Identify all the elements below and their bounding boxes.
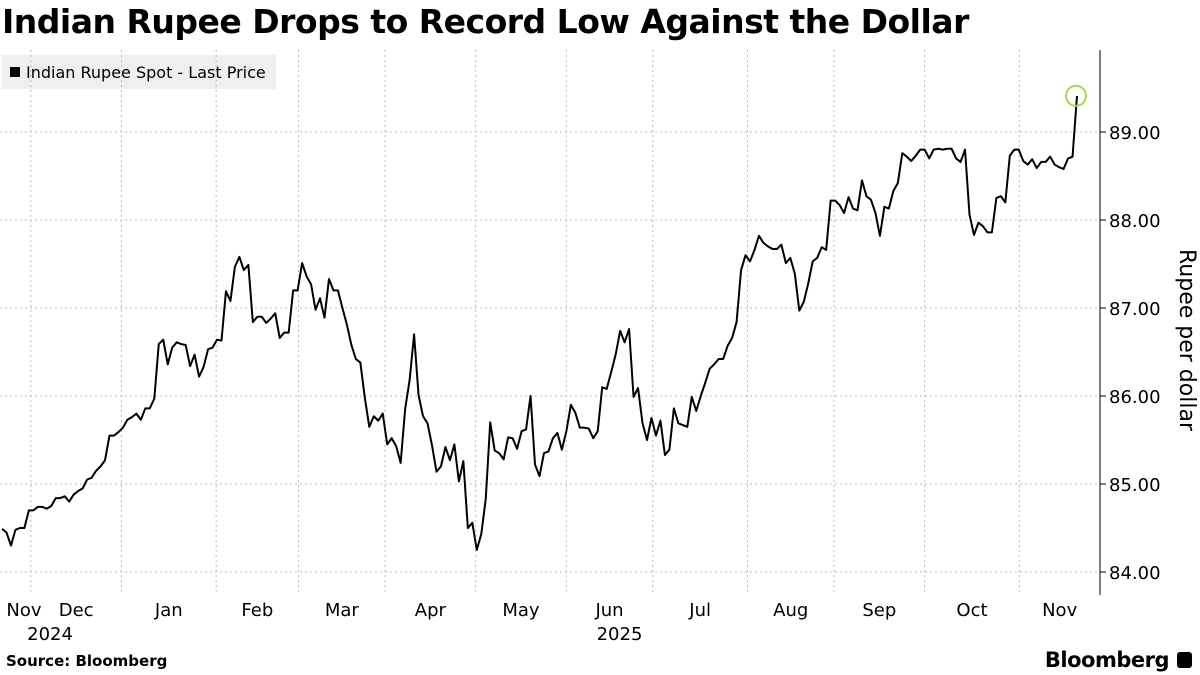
x-tick-label: Aug (773, 600, 808, 621)
legend-label: Indian Rupee Spot - Last Price (26, 62, 266, 82)
line-chart: 84.00 85.00 86.00 87.00 88.00 89.00 Nov Dec Jan F… (0, 50, 1199, 645)
y-tick-label: 86.00 (1109, 387, 1161, 408)
year-label: 2025 (597, 624, 643, 645)
x-tick-label: Oct (956, 600, 987, 621)
legend-swatch (10, 67, 20, 77)
y-tick-label: 88.00 (1109, 211, 1161, 232)
x-tick-label: Feb (241, 600, 273, 621)
y-tick-label: 89.00 (1109, 123, 1161, 144)
x-tick-label: Mar (325, 600, 360, 621)
y-tick-label: 87.00 (1109, 299, 1161, 320)
source-note: Source: Bloomberg (6, 652, 168, 670)
x-tick-label: Dec (59, 600, 94, 621)
x-tick-label: Nov (6, 600, 41, 621)
price-line (1, 95, 1078, 551)
y-axis-label: Rupee per dollar (1174, 249, 1199, 432)
y-tick-label: 85.00 (1109, 475, 1161, 496)
x-tick-label: May (502, 600, 540, 621)
bloomberg-chart-icon (1177, 652, 1192, 668)
year-label: 2024 (27, 624, 73, 645)
x-tick-label: Jun (594, 600, 623, 621)
brand-name: Bloomberg (1044, 648, 1170, 672)
y-tick-label: 84.00 (1109, 563, 1161, 584)
chart-title: Indian Rupee Drops to Record Low Against… (2, 2, 969, 41)
x-tick-label: Nov (1042, 600, 1077, 621)
legend: Indian Rupee Spot - Last Price (2, 55, 276, 89)
x-tick-label: Apr (415, 600, 447, 621)
bloomberg-logo: Bloomberg (1045, 648, 1192, 672)
x-tick-label: Sep (862, 600, 896, 621)
record-low-marker (1065, 84, 1087, 107)
x-tick-label: Jan (154, 600, 183, 621)
x-tick-label: Jul (688, 600, 711, 621)
